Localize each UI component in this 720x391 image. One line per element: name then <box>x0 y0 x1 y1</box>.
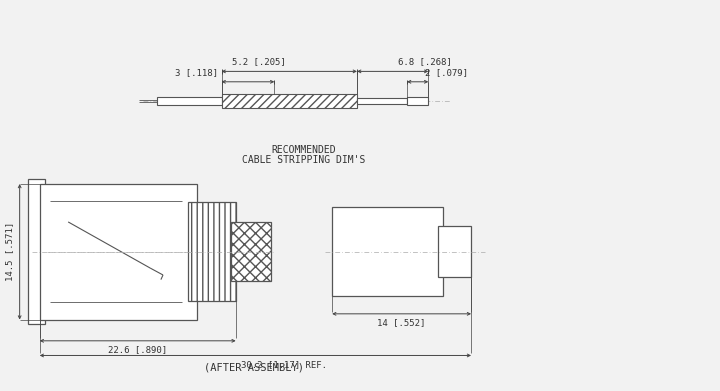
Bar <box>332 207 443 296</box>
Bar <box>357 99 407 104</box>
Text: 14.5 [.571]: 14.5 [.571] <box>5 222 14 282</box>
Text: 2 [.079]: 2 [.079] <box>425 68 468 77</box>
Bar <box>222 94 357 108</box>
Text: 14 [.552]: 14 [.552] <box>377 318 426 327</box>
Bar <box>40 184 197 319</box>
Text: 22.6 [.890]: 22.6 [.890] <box>108 345 167 354</box>
Bar <box>188 203 235 301</box>
Text: 5.2 [.205]: 5.2 [.205] <box>232 57 286 66</box>
Text: 30.2 [1.17] REF.: 30.2 [1.17] REF. <box>241 360 327 369</box>
Text: (AFTER ASSEMBLY): (AFTER ASSEMBLY) <box>204 362 304 372</box>
Text: RECOMMENDED: RECOMMENDED <box>271 145 336 155</box>
Bar <box>27 179 45 324</box>
Bar <box>231 222 271 281</box>
Text: 3 [.118]: 3 [.118] <box>175 68 218 77</box>
Bar <box>438 226 471 277</box>
Bar <box>157 97 222 105</box>
Bar <box>407 97 428 105</box>
Text: CABLE STRIPPING DIM'S: CABLE STRIPPING DIM'S <box>242 155 365 165</box>
Text: 6.8 [.268]: 6.8 [.268] <box>398 57 452 66</box>
